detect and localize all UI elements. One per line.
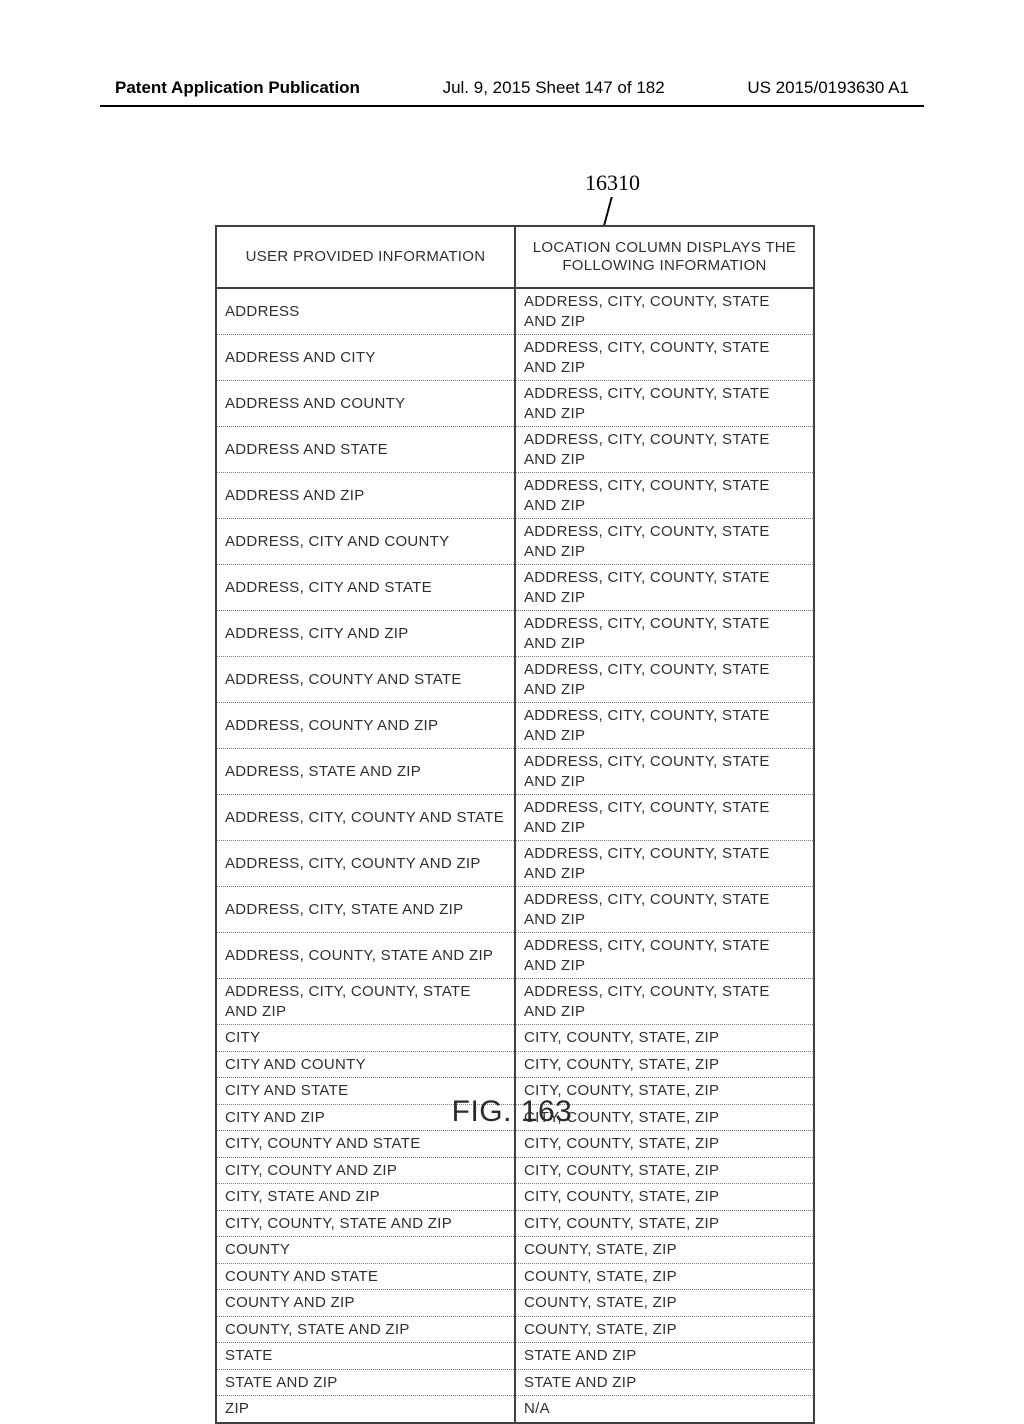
cell-location-display: ADDRESS, CITY, COUNTY, STATE AND ZIP xyxy=(515,519,814,565)
cell-location-display: ADDRESS, CITY, COUNTY, STATE AND ZIP xyxy=(515,288,814,335)
table-row: ADDRESS AND STATEADDRESS, CITY, COUNTY, … xyxy=(216,427,814,473)
cell-user-provided: ADDRESS, CITY, STATE AND ZIP xyxy=(216,887,515,933)
table-row: ADDRESS AND CITYADDRESS, CITY, COUNTY, S… xyxy=(216,335,814,381)
page-header: Patent Application Publication Jul. 9, 2… xyxy=(115,78,909,98)
cell-location-display: CITY, COUNTY, STATE, ZIP xyxy=(515,1157,814,1184)
table-row: CITYCITY, COUNTY, STATE, ZIP xyxy=(216,1025,814,1052)
header-patent-number: US 2015/0193630 A1 xyxy=(747,78,909,98)
cell-user-provided: CITY AND COUNTY xyxy=(216,1051,515,1078)
figure-caption: FIG. 163 xyxy=(0,1095,1024,1129)
cell-location-display: COUNTY, STATE, ZIP xyxy=(515,1237,814,1264)
table-header-row: USER PROVIDED INFORMATION LOCATION COLUM… xyxy=(216,226,814,288)
location-mapping-table: USER PROVIDED INFORMATION LOCATION COLUM… xyxy=(215,225,815,1424)
table-row: ADDRESS, CITY, COUNTY, STATE AND ZIPADDR… xyxy=(216,979,814,1025)
cell-user-provided: ADDRESS AND STATE xyxy=(216,427,515,473)
cell-user-provided: ADDRESS xyxy=(216,288,515,335)
cell-location-display: ADDRESS, CITY, COUNTY, STATE AND ZIP xyxy=(515,427,814,473)
cell-location-display: ADDRESS, CITY, COUNTY, STATE AND ZIP xyxy=(515,381,814,427)
cell-location-display: ADDRESS, CITY, COUNTY, STATE AND ZIP xyxy=(515,473,814,519)
cell-user-provided: ADDRESS, CITY, COUNTY AND STATE xyxy=(216,795,515,841)
table-row: ADDRESS, COUNTY AND STATEADDRESS, CITY, … xyxy=(216,657,814,703)
cell-user-provided: CITY, STATE AND ZIP xyxy=(216,1184,515,1211)
table-row: COUNTYCOUNTY, STATE, ZIP xyxy=(216,1237,814,1264)
table-row: ZIPN/A xyxy=(216,1396,814,1423)
cell-user-provided: ADDRESS, CITY, COUNTY, STATE AND ZIP xyxy=(216,979,515,1025)
table-row: CITY, COUNTY AND ZIPCITY, COUNTY, STATE,… xyxy=(216,1157,814,1184)
cell-user-provided: ADDRESS, CITY AND ZIP xyxy=(216,611,515,657)
cell-user-provided: STATE xyxy=(216,1343,515,1370)
cell-location-display: ADDRESS, CITY, COUNTY, STATE AND ZIP xyxy=(515,887,814,933)
cell-location-display: N/A xyxy=(515,1396,814,1423)
cell-location-display: ADDRESS, CITY, COUNTY, STATE AND ZIP xyxy=(515,657,814,703)
header-publication: Patent Application Publication xyxy=(115,78,360,98)
table-row: ADDRESS, STATE AND ZIPADDRESS, CITY, COU… xyxy=(216,749,814,795)
cell-user-provided: ADDRESS, STATE AND ZIP xyxy=(216,749,515,795)
table-row: CITY, STATE AND ZIPCITY, COUNTY, STATE, … xyxy=(216,1184,814,1211)
cell-user-provided: CITY xyxy=(216,1025,515,1052)
cell-user-provided: COUNTY AND ZIP xyxy=(216,1290,515,1317)
reference-leader-line xyxy=(603,197,613,225)
table-row: ADDRESS, COUNTY AND ZIPADDRESS, CITY, CO… xyxy=(216,703,814,749)
cell-location-display: CITY, COUNTY, STATE, ZIP xyxy=(515,1025,814,1052)
table-row: ADDRESS, CITY AND STATEADDRESS, CITY, CO… xyxy=(216,565,814,611)
cell-user-provided: ADDRESS, COUNTY AND ZIP xyxy=(216,703,515,749)
cell-location-display: CITY, COUNTY, STATE, ZIP xyxy=(515,1051,814,1078)
cell-user-provided: COUNTY AND STATE xyxy=(216,1263,515,1290)
cell-location-display: ADDRESS, CITY, COUNTY, STATE AND ZIP xyxy=(515,749,814,795)
header-divider xyxy=(100,105,924,107)
table-row: COUNTY AND ZIPCOUNTY, STATE, ZIP xyxy=(216,1290,814,1317)
cell-location-display: ADDRESS, CITY, COUNTY, STATE AND ZIP xyxy=(515,611,814,657)
cell-location-display: STATE AND ZIP xyxy=(515,1343,814,1370)
cell-user-provided: ADDRESS AND ZIP xyxy=(216,473,515,519)
cell-location-display: CITY, COUNTY, STATE, ZIP xyxy=(515,1210,814,1237)
column-header-user-info: USER PROVIDED INFORMATION xyxy=(216,226,515,288)
table-row: ADDRESS, COUNTY, STATE AND ZIPADDRESS, C… xyxy=(216,933,814,979)
cell-location-display: ADDRESS, CITY, COUNTY, STATE AND ZIP xyxy=(515,841,814,887)
cell-location-display: ADDRESS, CITY, COUNTY, STATE AND ZIP xyxy=(515,979,814,1025)
cell-user-provided: CITY, COUNTY AND ZIP xyxy=(216,1157,515,1184)
cell-user-provided: ADDRESS, CITY AND COUNTY xyxy=(216,519,515,565)
cell-user-provided: COUNTY xyxy=(216,1237,515,1264)
cell-user-provided: CITY, COUNTY, STATE AND ZIP xyxy=(216,1210,515,1237)
table-row: ADDRESS, CITY AND ZIPADDRESS, CITY, COUN… xyxy=(216,611,814,657)
table-row: ADDRESSADDRESS, CITY, COUNTY, STATE AND … xyxy=(216,288,814,335)
table-row: ADDRESS, CITY, COUNTY AND STATEADDRESS, … xyxy=(216,795,814,841)
cell-location-display: STATE AND ZIP xyxy=(515,1369,814,1396)
cell-location-display: ADDRESS, CITY, COUNTY, STATE AND ZIP xyxy=(515,933,814,979)
table-row: COUNTY AND STATECOUNTY, STATE, ZIP xyxy=(216,1263,814,1290)
cell-user-provided: ADDRESS, CITY AND STATE xyxy=(216,565,515,611)
table-row: STATE AND ZIPSTATE AND ZIP xyxy=(216,1369,814,1396)
cell-location-display: ADDRESS, CITY, COUNTY, STATE AND ZIP xyxy=(515,335,814,381)
cell-user-provided: ADDRESS AND CITY xyxy=(216,335,515,381)
table-row: ADDRESS, CITY, COUNTY AND ZIPADDRESS, CI… xyxy=(216,841,814,887)
cell-location-display: CITY, COUNTY, STATE, ZIP xyxy=(515,1131,814,1158)
table-row: ADDRESS, CITY AND COUNTYADDRESS, CITY, C… xyxy=(216,519,814,565)
cell-location-display: CITY, COUNTY, STATE, ZIP xyxy=(515,1184,814,1211)
table-body: ADDRESSADDRESS, CITY, COUNTY, STATE AND … xyxy=(216,288,814,1423)
table-row: STATESTATE AND ZIP xyxy=(216,1343,814,1370)
table-row: CITY AND COUNTYCITY, COUNTY, STATE, ZIP xyxy=(216,1051,814,1078)
table-row: ADDRESS AND COUNTYADDRESS, CITY, COUNTY,… xyxy=(216,381,814,427)
table-row: CITY, COUNTY, STATE AND ZIPCITY, COUNTY,… xyxy=(216,1210,814,1237)
cell-user-provided: ADDRESS, CITY, COUNTY AND ZIP xyxy=(216,841,515,887)
cell-user-provided: ADDRESS, COUNTY, STATE AND ZIP xyxy=(216,933,515,979)
table-row: CITY, COUNTY AND STATECITY, COUNTY, STAT… xyxy=(216,1131,814,1158)
cell-location-display: ADDRESS, CITY, COUNTY, STATE AND ZIP xyxy=(515,795,814,841)
cell-user-provided: ZIP xyxy=(216,1396,515,1423)
cell-location-display: ADDRESS, CITY, COUNTY, STATE AND ZIP xyxy=(515,703,814,749)
cell-user-provided: CITY, COUNTY AND STATE xyxy=(216,1131,515,1158)
cell-location-display: ADDRESS, CITY, COUNTY, STATE AND ZIP xyxy=(515,565,814,611)
header-sheet-info: Jul. 9, 2015 Sheet 147 of 182 xyxy=(443,78,665,98)
table-row: ADDRESS, CITY, STATE AND ZIPADDRESS, CIT… xyxy=(216,887,814,933)
table-row: ADDRESS AND ZIPADDRESS, CITY, COUNTY, ST… xyxy=(216,473,814,519)
column-header-location-display: LOCATION COLUMN DISPLAYS THE FOLLOWING I… xyxy=(515,226,814,288)
reference-numeral: 16310 xyxy=(585,170,640,196)
cell-location-display: COUNTY, STATE, ZIP xyxy=(515,1290,814,1317)
cell-user-provided: ADDRESS AND COUNTY xyxy=(216,381,515,427)
cell-user-provided: STATE AND ZIP xyxy=(216,1369,515,1396)
cell-user-provided: ADDRESS, COUNTY AND STATE xyxy=(216,657,515,703)
cell-location-display: COUNTY, STATE, ZIP xyxy=(515,1263,814,1290)
